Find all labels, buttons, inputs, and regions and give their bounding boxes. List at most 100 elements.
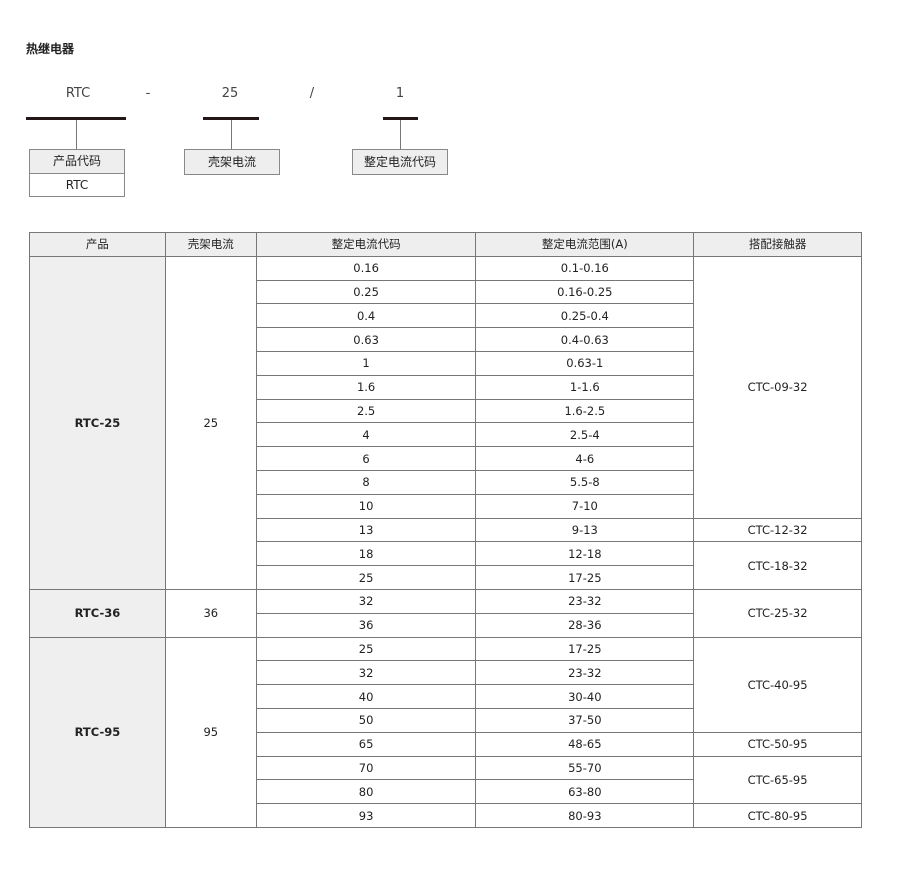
setting-code: 0.25 [255,279,477,305]
setting-code: 40 [255,684,477,709]
table-row: 0.63 0.4-0.63 [30,327,862,352]
model-separator-slash: / [309,86,315,101]
setting-range: 0.16-0.25 [475,279,695,305]
product-name: RTC-95 [29,636,166,828]
model-part-frame: 25 [221,86,239,101]
setting-code: 0.4 [255,303,477,329]
table-header-row: 产品 壳架电流 整定电流代码 整定电流范围(A) 搭配接触器 [29,232,862,257]
product-name: RTC-25 [29,255,166,590]
table-row: RTC-95 95 25 17-25 CTC-40-95 [29,636,862,828]
header-product: 产品 [29,232,166,257]
table-row: 80 63-80 [30,779,862,805]
setting-range: 0.63-1 [475,350,695,376]
connector-line [400,120,401,150]
model-part-series: RTC [65,86,91,101]
underline-setting [383,117,418,120]
contactor: CTC-65-95 [693,755,862,805]
underline-frame [203,117,259,120]
setting-range: 1-1.6 [475,374,695,400]
header-contactor: 搭配接触器 [693,232,862,257]
setting-range: 37-50 [475,707,695,733]
setting-code: 93 [255,803,477,828]
spec-table: 产品 壳架电流 整定电流代码 整定电流范围(A) 搭配接触器 RTC-25 25 0… [29,232,862,828]
contactor: CTC-18-32 [693,541,862,590]
setting-code: 18 [255,541,477,567]
product-name: RTC-36 [29,588,166,638]
setting-range: 28-36 [475,612,695,638]
setting-range: 2.5-4 [475,422,695,448]
setting-code: 10 [255,493,477,519]
setting-code: 36 [255,612,477,638]
setting-range: 80-93 [475,803,695,828]
setting-range: 17-25 [475,636,695,662]
page-title: 热继电器 [26,42,75,56]
setting-range: 55-70 [475,755,695,781]
contactor: CTC-50-95 [693,731,862,757]
table-row: 13 9-13 CTC-12-32 [30,517,862,543]
connector-line [231,120,232,150]
model-part-setting: 1 [395,86,405,101]
contactor: CTC-80-95 [693,803,862,828]
setting-code: 25 [255,636,477,662]
setting-code: 65 [255,731,477,757]
setting-range: 48-65 [475,731,695,757]
frame-current: 25 [164,255,257,590]
table-row: RTC-36 36 32 23-32 CTC-25-32 [29,588,862,638]
setting-code: 2.5 [255,398,477,424]
setting-range: 30-40 [475,684,695,709]
frame-current-box: 壳架电流 [184,149,280,175]
contactor: CTC-12-32 [693,517,862,543]
product-code-box: 产品代码 RTC [29,149,125,197]
table-row: 6 4-6 [30,446,862,471]
table-row: 93 80-93 CTC-80-95 [30,803,862,828]
setting-range: 0.4-0.63 [475,327,695,352]
contactor: CTC-40-95 [693,636,862,733]
setting-code: 25 [255,565,477,590]
setting-range: 1.6-2.5 [475,398,695,424]
setting-range: 63-80 [475,779,695,805]
model-separator-dash: - [145,86,151,101]
table-row: 50 37-50 [30,707,862,733]
setting-code: 32 [255,588,477,614]
setting-code: 8 [255,469,477,495]
setting-range: 7-10 [475,493,695,519]
setting-code: 1.6 [255,374,477,400]
table-row: 40 30-40 [30,684,862,709]
setting-code: 0.16 [255,255,477,281]
table-row: 32 23-32 [30,660,862,686]
connector-line [76,120,77,150]
setting-code: 50 [255,707,477,733]
table-row: 8 5.5-8 [30,469,862,495]
header-setting-range: 整定电流范围(A) [475,232,695,257]
table-row: 18 12-18 CTC-18-32 [30,541,862,590]
setting-range: 4-6 [475,446,695,471]
setting-range: 5.5-8 [475,469,695,495]
setting-range: 23-32 [475,588,695,614]
table-row: 25 17-25 [30,565,862,590]
contactor: CTC-09-32 [693,255,862,519]
table-row: 65 48-65 CTC-50-95 [30,731,862,757]
product-code-label: 产品代码 [30,150,124,174]
table-row: 1.6 1-1.6 [30,374,862,400]
setting-code: 70 [255,755,477,781]
product-code-value: RTC [65,178,89,192]
table-row: 36 28-36 [30,612,862,638]
setting-code: 1 [255,350,477,376]
setting-range: 12-18 [475,541,695,567]
table-row: 70 55-70 CTC-65-95 [30,755,862,805]
contactor: CTC-25-32 [693,588,862,638]
header-frame-current: 壳架电流 [164,232,257,257]
table-row: 0.25 0.16-0.25 [30,279,862,305]
setting-range: 17-25 [475,565,695,590]
setting-code: 4 [255,422,477,448]
frame-current: 36 [164,588,257,638]
setting-code-box: 整定电流代码 [352,149,448,175]
setting-range: 0.25-0.4 [475,303,695,329]
table-row: RTC-25 25 0.16 0.1-0.16 CTC-09-32 [29,255,862,590]
table-row: 10 7-10 [30,493,862,519]
setting-code: 0.63 [255,327,477,352]
setting-code: 13 [255,517,477,543]
setting-code: 80 [255,779,477,805]
underline-series [26,117,126,120]
header-setting-code: 整定电流代码 [255,232,477,257]
